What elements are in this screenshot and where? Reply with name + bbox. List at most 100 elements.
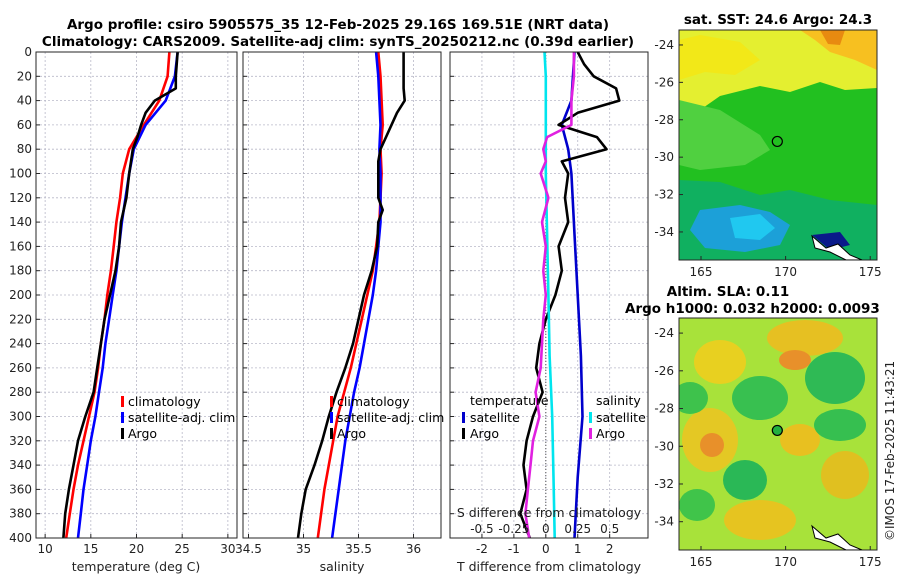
temperature-legend: climatology satellite-adj. clim Argo xyxy=(121,394,235,441)
series-satellite-adj-clim xyxy=(330,52,382,538)
map-tick-label-x: 175 xyxy=(859,555,882,569)
sla-argo-marker xyxy=(771,424,783,437)
sst-argo-marker xyxy=(771,135,783,148)
sla-low-blob xyxy=(723,460,767,500)
series-temperature-argo xyxy=(518,52,621,538)
map-tick-label-x: 175 xyxy=(859,265,882,279)
legend-swatch-sal-argo xyxy=(589,428,592,439)
legend-label-climatology: climatology xyxy=(128,394,201,409)
sla-low-blob xyxy=(814,409,866,441)
sla-low-blob xyxy=(732,376,788,420)
series-climatology xyxy=(316,52,385,538)
sst-map-panel: sat. SST: 24.6 Argo: 24.3 165 170 175 -24 -2… xyxy=(654,12,881,279)
tick-label-x: 34.5 xyxy=(235,542,262,556)
sla-high-blob xyxy=(694,340,746,384)
tick-label-x2: -0.5 xyxy=(470,522,493,536)
tick-label-y: 220 xyxy=(9,312,32,326)
tick-label-y: 240 xyxy=(9,337,32,351)
tick-label-y: 0 xyxy=(24,45,32,59)
sst-midgreen-region xyxy=(679,100,770,170)
tick-label-x: 25 xyxy=(175,542,190,556)
legend-label-argo: Argo xyxy=(128,426,157,441)
legend-label-satellite: satellite-adj. clim xyxy=(128,410,235,425)
figure-title-line1: Argo profile: csiro 5905575_35 12-Feb-20… xyxy=(67,17,609,33)
legend-label-climatology: climatology xyxy=(337,394,410,409)
temperature-diff-legend: temperature satellite Argo xyxy=(462,393,549,441)
salinity-panel: 34.5 35 35.5 36 salinity climatology satell… xyxy=(235,51,444,574)
map-tick-label-x: 170 xyxy=(774,555,797,569)
tick-label-x: 10 xyxy=(37,542,52,556)
tick-label-x: 35 xyxy=(296,542,311,556)
series-satellite-adj-clim xyxy=(76,52,179,538)
tick-label-y: 140 xyxy=(9,215,32,229)
temperature-panel: 0 20 40 60 80 100 120 140 160 180 200 220 240 260 280 3… xyxy=(9,45,238,574)
sla-peak-blob xyxy=(700,433,724,457)
map-tick-label-x: 165 xyxy=(690,555,713,569)
map-tick-label-y: -28 xyxy=(654,402,674,416)
tick-label-x: 20 xyxy=(129,542,144,556)
sla-peak-blob xyxy=(779,350,811,370)
series-temperature-satellite xyxy=(560,52,584,538)
tick-label-y: 300 xyxy=(9,410,32,424)
legend-swatch-climatology xyxy=(330,396,333,407)
tick-label-y: 200 xyxy=(9,288,32,302)
map-tick-label-y: -26 xyxy=(654,75,674,89)
sst-map-title: sat. SST: 24.6 Argo: 24.3 xyxy=(684,12,872,28)
map-tick-label-y: -28 xyxy=(654,113,674,127)
map-tick-label-y: -24 xyxy=(654,38,674,52)
tick-label-x2: -0.25 xyxy=(498,522,529,536)
series-salinity-satellite xyxy=(543,52,556,538)
legend-swatch-argo xyxy=(121,428,124,439)
legend-swatch-temp-argo xyxy=(462,428,465,439)
tick-label-y: 120 xyxy=(9,191,32,205)
tick-label-x2: 0 xyxy=(542,522,550,536)
legend-swatch-argo xyxy=(330,428,333,439)
sla-high-blob xyxy=(821,451,869,499)
tick-label-y: 400 xyxy=(9,531,32,545)
legend-title-salinity: salinity xyxy=(596,393,641,408)
legend-swatch-satellite xyxy=(121,412,124,423)
legend-label-argo: Argo xyxy=(337,426,366,441)
legend-swatch-climatology xyxy=(121,396,124,407)
sla-map-panel: Altim. SLA: 0.11 Argo h1000: 0.032 h2000… xyxy=(625,284,882,569)
map-tick-label-y: -34 xyxy=(654,515,674,529)
figure-title-line2: Climatology: CARS2009. Satellite-adj cli… xyxy=(42,34,634,50)
sst-coastline xyxy=(811,234,863,260)
tick-label-y: 260 xyxy=(9,361,32,375)
salinity-legend: climatology satellite-adj. clim Argo xyxy=(330,394,444,441)
tick-label-x: 1 xyxy=(574,542,582,556)
legend-swatch-temp-satellite xyxy=(462,412,465,423)
map-tick-label-y: -32 xyxy=(654,477,674,491)
tick-label-y: 80 xyxy=(17,142,32,156)
tick-label-x: -1 xyxy=(508,542,520,556)
sla-high-blob xyxy=(724,500,796,540)
tick-label-y: 340 xyxy=(9,458,32,472)
sst-orange-patch xyxy=(800,30,877,70)
map-tick-label-y: -30 xyxy=(654,439,674,453)
tick-label-x: 35.5 xyxy=(345,542,372,556)
series-salinity-argo xyxy=(524,52,576,538)
map-tick-label-x: 170 xyxy=(774,265,797,279)
difference-x2label: S difference from climatology xyxy=(457,505,642,520)
map-tick-label-y: -30 xyxy=(654,150,674,164)
sla-high-blob xyxy=(767,320,843,356)
sla-low-blob xyxy=(679,489,715,521)
sst-deep-patch xyxy=(812,232,850,250)
legend-label-temp-satellite: satellite xyxy=(470,410,520,425)
legend-label-sal-argo: Argo xyxy=(596,426,625,441)
sla-low-blob xyxy=(679,382,708,414)
sla-high-blob xyxy=(780,424,820,456)
tick-label-x: 30 xyxy=(220,542,235,556)
tick-label-x: 0 xyxy=(542,542,550,556)
sst-warm-patch xyxy=(679,35,760,80)
map-tick-label-y: -26 xyxy=(654,364,674,378)
tick-label-y: 60 xyxy=(17,118,32,132)
tick-label-y: 100 xyxy=(9,167,32,181)
map-tick-label-x: 165 xyxy=(690,265,713,279)
tick-label-y: 280 xyxy=(9,385,32,399)
sst-hot-patch xyxy=(820,30,845,45)
tick-label-y: 40 xyxy=(17,94,32,108)
salinity-xlabel: salinity xyxy=(320,559,365,574)
sla-map-title-line1: Altim. SLA: 0.11 xyxy=(667,284,789,300)
